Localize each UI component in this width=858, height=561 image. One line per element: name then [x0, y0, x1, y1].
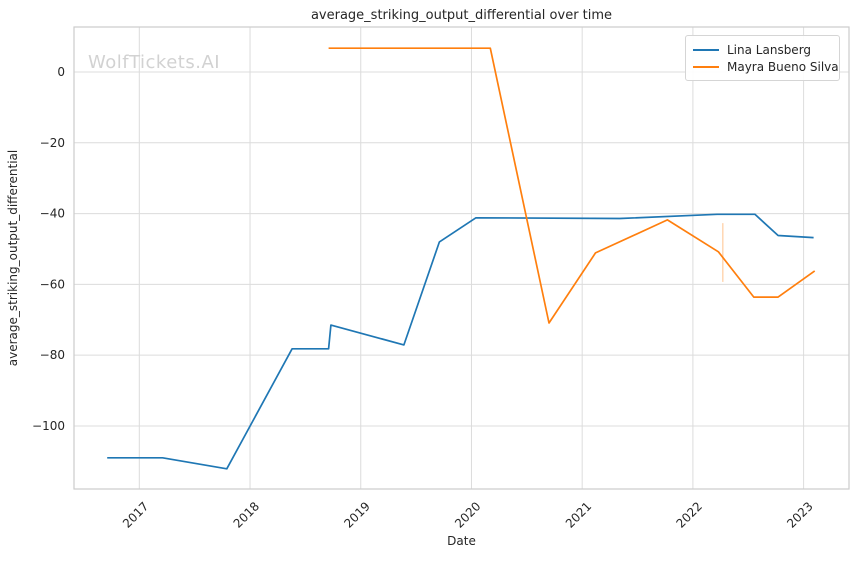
legend-entry: Lina Lansberg	[693, 41, 831, 58]
y-axis-label: average_striking_output_differential	[6, 149, 20, 367]
y-tick-label: −60	[40, 277, 65, 291]
x-tick-label: 2022	[674, 499, 705, 530]
x-tick-label: 2020	[452, 499, 483, 530]
x-tick-label: 2018	[231, 499, 262, 530]
x-tick-label: 2021	[563, 499, 594, 530]
plot-border	[73, 26, 850, 490]
series-line-lina-lansberg	[107, 213, 814, 470]
legend-label: Mayra Bueno Silva	[727, 59, 839, 74]
legend-line-swatch	[693, 48, 719, 51]
legend-entry: Mayra Bueno Silva	[693, 58, 839, 75]
x-axis-label: Date	[447, 534, 476, 548]
y-tick-label: −40	[40, 207, 65, 221]
legend: Lina Lansberg Mayra Bueno Silva	[685, 35, 840, 81]
y-tick-label: −20	[40, 136, 65, 150]
y-tick-label: 0	[57, 65, 65, 79]
series-line-mayra-bueno-silva	[328, 47, 816, 324]
legend-label: Lina Lansberg	[727, 42, 812, 57]
chart-title: average_striking_output_differential ove…	[310, 8, 613, 23]
x-tick-label: 2017	[120, 499, 151, 530]
x-tick-label: 2023	[784, 499, 815, 530]
y-tick-label: −80	[40, 348, 65, 362]
legend-line-swatch	[693, 65, 719, 68]
y-tick-label: −100	[32, 419, 65, 433]
watermark: WolfTickets.AI	[88, 52, 221, 73]
x-tick-label: 2019	[341, 499, 372, 530]
